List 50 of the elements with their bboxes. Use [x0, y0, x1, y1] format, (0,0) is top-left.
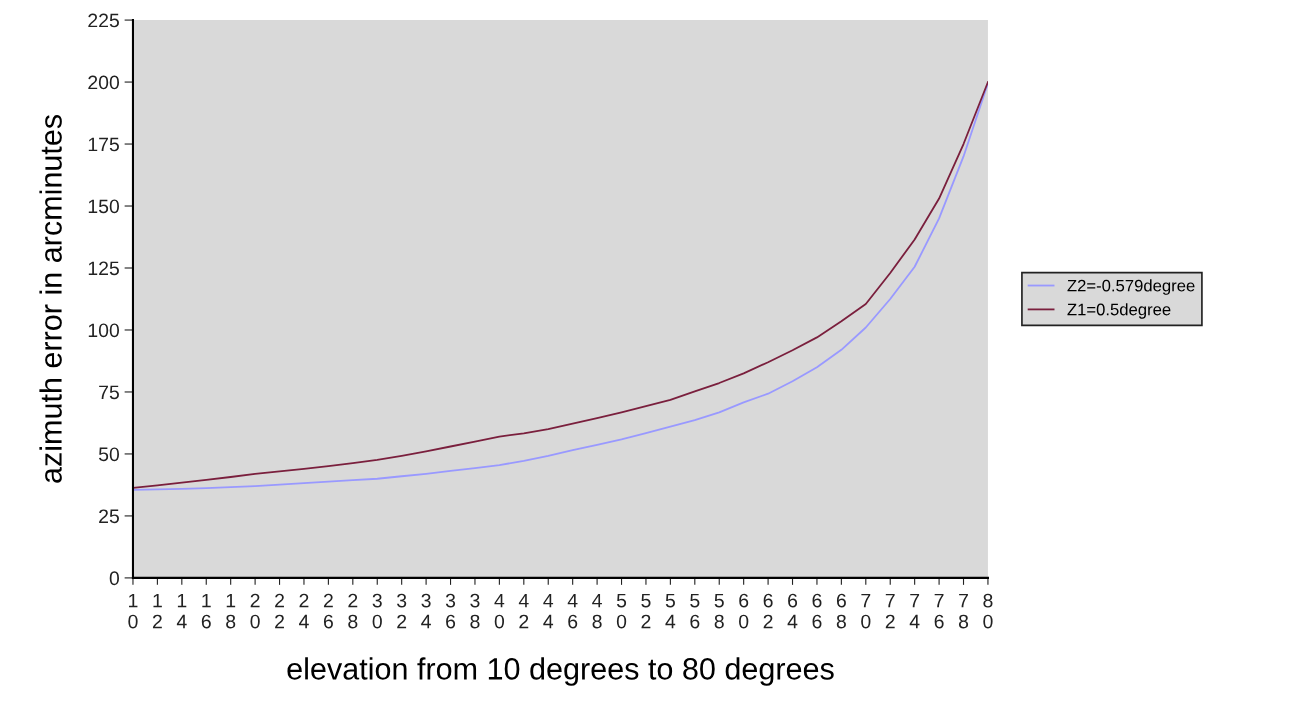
x-tick-label: 2 6 — [323, 593, 333, 629]
y-tick-label: 125 — [88, 261, 119, 276]
x-tick-label: 3 6 — [445, 593, 456, 629]
x-tick-label: 2 2 — [275, 593, 284, 629]
x-axis-title: elevation from 10 degrees to 80 degrees — [287, 657, 834, 686]
y-tick-label: 100 — [88, 323, 120, 338]
x-tick-label: 7 6 — [934, 593, 944, 629]
x-tick-label: 7 2 — [885, 593, 895, 629]
y-axis-title: azimuth error in arcminutes — [39, 114, 62, 483]
x-tick-label: 5 0 — [616, 593, 627, 629]
legend-label: Z1=0.5degree — [1067, 303, 1171, 319]
x-tick-label: 4 0 — [494, 593, 505, 629]
x-tick-label: 1 6 — [201, 593, 211, 629]
x-tick-label: 6 0 — [739, 593, 749, 629]
x-tick-label: 1 2 — [152, 593, 162, 629]
x-tick-label: 3 8 — [470, 593, 480, 629]
y-tick-label: 175 — [88, 137, 119, 152]
x-tick-label: 1 8 — [226, 593, 236, 629]
y-tick-label: 75 — [99, 385, 119, 400]
x-tick-label: 6 2 — [763, 593, 773, 629]
x-tick-label: 5 2 — [641, 593, 651, 629]
x-tick-label: 7 8 — [958, 593, 969, 629]
x-tick-label: 5 4 — [665, 593, 676, 629]
x-tick-label: 3 0 — [372, 593, 382, 629]
x-tick-label: 1 0 — [128, 593, 138, 629]
x-tick-label: 6 6 — [812, 593, 822, 629]
x-tick-label: 2 0 — [250, 593, 260, 629]
x-tick-label: 6 8 — [836, 593, 846, 629]
y-tick-label: 225 — [88, 13, 119, 28]
y-tick-label: 50 — [98, 447, 120, 462]
x-tick-label: 7 4 — [909, 593, 920, 629]
x-tick-label: 5 8 — [714, 593, 724, 629]
x-tick-label: 2 8 — [348, 593, 358, 629]
x-tick-label: 1 4 — [176, 593, 187, 629]
x-tick-label: 4 8 — [592, 593, 602, 629]
x-tick-label: 3 2 — [397, 593, 407, 629]
x-tick-label: 4 2 — [518, 593, 529, 629]
y-tick-label: 150 — [88, 199, 120, 214]
y-tick-label: 0 — [109, 571, 120, 586]
x-tick-label: 4 6 — [567, 593, 578, 629]
x-tick-label: 8 0 — [983, 593, 993, 629]
x-tick-label: 5 6 — [690, 593, 700, 629]
y-tick-label: 200 — [88, 75, 120, 90]
x-tick-label: 2 4 — [299, 593, 309, 629]
x-tick-label: 7 0 — [861, 593, 871, 629]
legend-label: Z2=-0.579degree — [1067, 279, 1195, 295]
x-tick-label: 6 4 — [787, 593, 798, 629]
y-tick-label: 25 — [99, 509, 119, 524]
x-tick-label: 4 4 — [543, 593, 554, 629]
x-tick-label: 3 4 — [421, 593, 431, 629]
